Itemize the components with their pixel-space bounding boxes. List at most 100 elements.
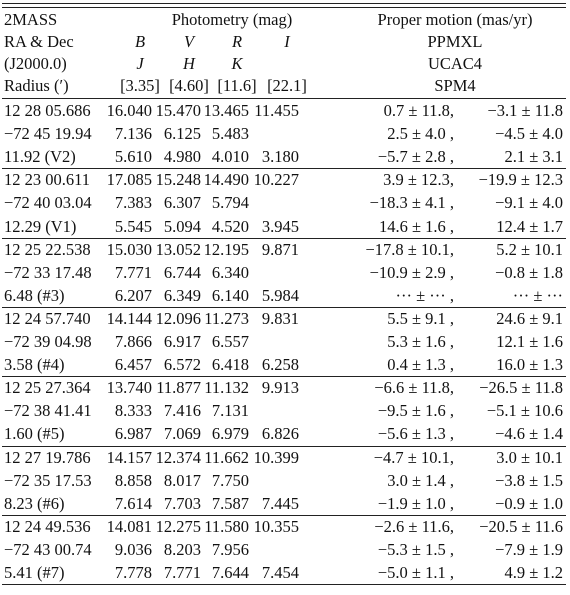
phot-cell: 6.917 xyxy=(163,332,201,351)
phot-cell: 7.771 xyxy=(114,262,152,282)
phot-cell: 11.662 xyxy=(204,447,249,467)
phot-cell: 6.307 xyxy=(163,193,201,213)
phot-cell: 17.085 xyxy=(106,170,152,190)
id-cell: 3.58 (#4) xyxy=(4,355,65,375)
header-cell: Photometry (mag) xyxy=(171,10,293,29)
phot-cell: 6.987 xyxy=(114,424,152,444)
phot-cell: 9.871 xyxy=(261,239,299,259)
pm-cell: 5.5 ± 9.1 , xyxy=(387,308,454,328)
pm-cell: 24.6 ± 9.1 xyxy=(496,308,563,328)
pm-cell: −0.8 ± 1.8 xyxy=(495,262,563,282)
pm-cell: −26.5 ± 11.8 xyxy=(479,378,563,398)
id-cell: 12 25 22.538 xyxy=(4,239,91,259)
pm-cell: 5.2 ± 10.1 xyxy=(496,239,563,259)
phot-cell: 12.195 xyxy=(203,239,249,259)
phot-cell: 10.399 xyxy=(253,447,299,467)
phot-cell: 7.454 xyxy=(261,563,299,582)
pm-cell: −3.1 ± 11.8 xyxy=(487,101,564,120)
id-cell: 12 28 05.686 xyxy=(4,101,91,120)
pm-cell: −5.3 ± 1.5 , xyxy=(377,539,454,559)
header-cell: R xyxy=(231,32,243,51)
phot-cell: 14.144 xyxy=(106,308,152,328)
phot-cell: 10.227 xyxy=(253,170,299,190)
header-cell: B xyxy=(134,32,146,51)
phot-cell: 11.273 xyxy=(204,308,249,328)
header-cell: SPM4 xyxy=(434,76,476,95)
phot-cell: 5.545 xyxy=(114,216,152,236)
header-cell: [3.35] xyxy=(120,76,160,95)
phot-cell: 8.203 xyxy=(163,539,201,559)
header-cell: PPMXL xyxy=(427,32,483,51)
header-cell: I xyxy=(284,32,290,51)
pm-cell: 16.0 ± 1.3 xyxy=(496,355,563,375)
header-cell: V xyxy=(183,32,195,51)
pm-cell: 4.9 ± 1.2 xyxy=(504,563,563,582)
group-rule xyxy=(2,306,566,308)
phot-cell: 6.140 xyxy=(211,285,249,305)
pm-cell: −20.5 ± 11.6 xyxy=(479,516,563,536)
phot-cell: 7.131 xyxy=(211,401,249,421)
id-cell: 12 24 57.740 xyxy=(4,308,91,328)
phot-cell: 13.052 xyxy=(155,239,201,259)
phot-cell: 13.740 xyxy=(106,378,152,398)
phot-cell: 9.036 xyxy=(114,539,152,559)
phot-cell: 14.490 xyxy=(203,170,249,190)
id-cell: 5.41 (#7) xyxy=(4,563,65,582)
pm-cell: 3.0 ± 1.4 , xyxy=(387,470,454,490)
phot-cell: 7.956 xyxy=(211,539,249,559)
phot-cell: 7.750 xyxy=(211,470,249,490)
phot-cell: 14.157 xyxy=(106,447,152,467)
pm-cell: −5.0 ± 1.1 , xyxy=(377,563,454,582)
header-rule xyxy=(2,98,566,99)
phot-cell: 7.069 xyxy=(163,424,201,444)
pm-cell: −7.9 ± 1.9 xyxy=(495,539,563,559)
pm-cell: −9.5 ± 1.6 , xyxy=(377,401,454,421)
pm-cell: 0.4 ± 1.3 , xyxy=(387,355,454,375)
phot-cell: 3.945 xyxy=(261,216,299,236)
phot-cell: 14.081 xyxy=(106,516,152,536)
phot-cell: 4.010 xyxy=(211,147,249,167)
phot-cell: 3.180 xyxy=(261,147,299,167)
phot-cell: 5.483 xyxy=(211,124,249,144)
id-cell: −72 33 17.48 xyxy=(4,262,92,282)
phot-cell: 11.132 xyxy=(204,378,249,398)
phot-cell: 7.703 xyxy=(163,493,201,513)
phot-cell: 7.644 xyxy=(211,563,249,582)
pm-cell: −9.1 ± 4.0 xyxy=(495,193,563,213)
phot-cell: 4.980 xyxy=(163,147,201,167)
group-rule xyxy=(2,168,566,170)
phot-cell: 7.771 xyxy=(163,563,201,582)
phot-cell: 6.125 xyxy=(163,124,201,144)
phot-cell: 5.794 xyxy=(211,193,249,213)
phot-cell: 8.017 xyxy=(163,470,201,490)
pm-cell: −10.9 ± 2.9 , xyxy=(369,262,454,282)
id-cell: 12 27 19.786 xyxy=(4,447,91,467)
phot-cell: 7.614 xyxy=(114,493,152,513)
phot-cell: 6.340 xyxy=(211,262,249,282)
phot-cell: 11.877 xyxy=(156,378,201,398)
id-cell: 12.29 (V1) xyxy=(4,216,77,236)
id-cell: −72 38 41.41 xyxy=(4,401,92,421)
pm-cell: −17.8 ± 10.1, xyxy=(365,239,455,259)
pm-cell: 5.3 ± 1.6 , xyxy=(387,332,454,351)
pm-cell: 0.7 ± 11.8, xyxy=(383,101,454,120)
phot-cell: 10.355 xyxy=(253,516,299,536)
pm-cell: 3.0 ± 10.1 xyxy=(496,447,563,467)
id-cell: −72 43 00.74 xyxy=(4,539,92,559)
phot-cell: 16.040 xyxy=(106,101,152,120)
phot-cell: 7.866 xyxy=(114,332,152,351)
phot-cell: 6.258 xyxy=(261,355,299,375)
phot-cell: 7.778 xyxy=(114,563,152,582)
phot-cell: 7.416 xyxy=(163,401,201,421)
pm-cell: 3.9 ± 12.3, xyxy=(383,170,454,190)
phot-cell: 6.557 xyxy=(211,332,249,351)
id-cell: 8.23 (#6) xyxy=(4,493,65,513)
id-cell: 12 23 00.611 xyxy=(4,170,91,190)
top-rule xyxy=(2,7,566,8)
phot-cell: 15.470 xyxy=(155,101,201,120)
pm-cell: −5.1 ± 10.6 xyxy=(486,401,563,421)
header-cell: [11.6] xyxy=(217,76,257,95)
group-rule xyxy=(2,237,566,239)
phot-cell: 7.587 xyxy=(211,493,249,513)
